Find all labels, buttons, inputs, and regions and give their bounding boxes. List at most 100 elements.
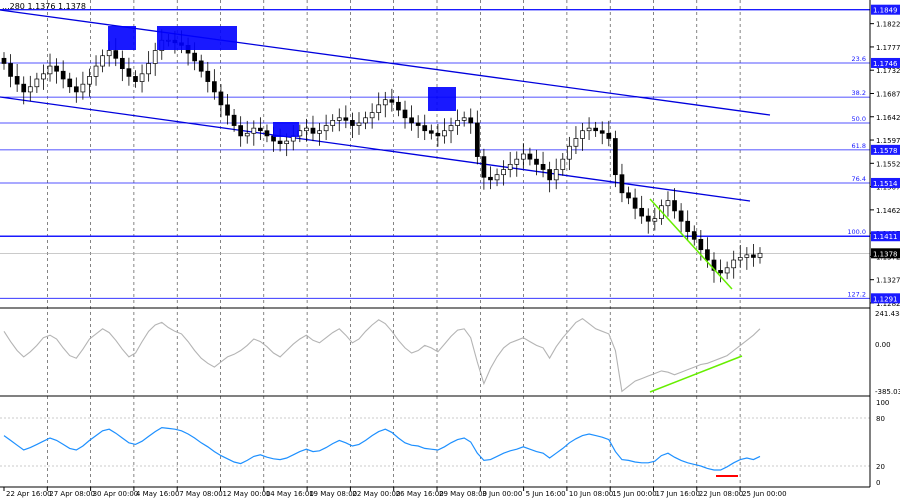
cci-series-line [3, 317, 761, 393]
candle-body [139, 73, 145, 82]
candle-body [60, 70, 66, 80]
candle-body [152, 50, 158, 64]
candle-body [376, 104, 382, 113]
candle-body [87, 76, 92, 85]
candle-body [192, 52, 197, 62]
time-label: 22 Apr 16:00 [6, 490, 52, 498]
fib-level-label: 76.4 [852, 175, 866, 183]
candle-body [573, 138, 579, 147]
candle-body [613, 138, 618, 176]
candle-body [277, 140, 283, 145]
candle-body [494, 174, 500, 181]
time-label: 14 May 16:00 [266, 490, 314, 498]
current-price-label: 1.1378 [873, 250, 898, 258]
level-price-label: 1.1411 [873, 233, 898, 241]
level-price-label: 1.1746 [873, 60, 898, 68]
cci-axis-top: 241.4349 [875, 310, 900, 318]
time-label: 27 Apr 08:00 [49, 490, 95, 498]
fib-level-label: 23.6 [852, 55, 866, 63]
current-price-tag [871, 248, 900, 259]
candle-body [567, 145, 572, 160]
time-label: 26 May 16:00 [396, 490, 444, 498]
pattern-marker-box [273, 122, 299, 137]
candle-body [14, 76, 20, 85]
candle-body [428, 130, 434, 134]
candle-body [264, 130, 270, 137]
symbol-quote-header: ...280 1.1376 1.1378 [2, 2, 86, 11]
candle-body [580, 130, 585, 139]
price-tick-label: 1.1327 [876, 277, 900, 285]
candle-body [231, 114, 237, 126]
candle-body [560, 158, 566, 170]
time-label: 3 Jun 00:00 [482, 490, 522, 498]
time-label: 30 Apr 00:00 [93, 490, 139, 498]
rsi-axis: 100 80 20 0 [876, 399, 889, 487]
rsi-tick-label: 100 [876, 399, 889, 407]
time-label: 7 May 08:00 [179, 490, 223, 498]
candle-body [415, 122, 421, 126]
candle-body [639, 207, 645, 217]
candle-body [481, 156, 487, 178]
candle-body [514, 158, 520, 165]
candle-body [705, 249, 710, 261]
price-tick-label: 1.1597 [876, 137, 900, 145]
time-label: 4 May 16:00 [136, 490, 180, 498]
candle-body [350, 120, 355, 126]
candle-body [698, 238, 704, 251]
fib-level-label: 127.2 [847, 290, 866, 298]
candle-body [356, 122, 362, 126]
fib-level-label: 50.0 [852, 115, 866, 123]
rsi-tick-label: 0 [876, 479, 880, 487]
candle-body [626, 192, 631, 199]
candle-body [205, 70, 211, 82]
candle-body [718, 270, 723, 274]
candle-body [691, 231, 697, 240]
candle-body [731, 259, 737, 269]
candle-body [34, 78, 40, 88]
candle-body [402, 109, 408, 119]
candle-body [652, 218, 658, 222]
candle-body [198, 60, 204, 72]
candle-body [100, 55, 105, 67]
candle-body [534, 158, 539, 165]
price-tick-label: 1.1552 [876, 160, 900, 168]
rsi-tick-label: 20 [876, 463, 885, 471]
level-price-tag [871, 144, 900, 155]
pattern-marker-box [428, 87, 456, 111]
candle-body [737, 257, 743, 261]
time-label: 12 May 00:00 [223, 490, 271, 498]
level-price-tag [871, 4, 900, 15]
level-price-tag [871, 177, 900, 188]
candle-body [468, 117, 474, 124]
rsi-series-line [3, 426, 761, 471]
candle-body [369, 112, 375, 119]
candle-body [212, 81, 217, 93]
candle-body [396, 101, 401, 111]
candle-body [711, 259, 717, 271]
fib-level-label: 38.2 [852, 89, 866, 97]
candle-body [317, 130, 322, 134]
time-label: 22 Jun 08:00 [699, 490, 743, 498]
candle-body [8, 63, 13, 77]
candle-body [751, 254, 756, 258]
candle-body [126, 68, 132, 77]
candle-body [336, 117, 342, 121]
candle-body [146, 63, 151, 75]
time-label: 10 Jun 08:00 [569, 490, 613, 498]
candle-body [93, 65, 99, 77]
time-label: 17 Jun 16:00 [656, 490, 700, 498]
candle-body [501, 169, 506, 176]
price-tick-label: 1.1462 [876, 207, 900, 215]
candle-body [599, 130, 605, 134]
candle-body [238, 125, 244, 137]
candle-body [422, 125, 428, 132]
candle-body [363, 117, 368, 124]
time-label: 25 Jun 00:00 [742, 490, 786, 498]
candle-body [474, 122, 480, 157]
time-label: 19 May 08:00 [309, 490, 357, 498]
candle-body [80, 83, 86, 93]
fib-level-label: 61.8 [852, 142, 866, 150]
